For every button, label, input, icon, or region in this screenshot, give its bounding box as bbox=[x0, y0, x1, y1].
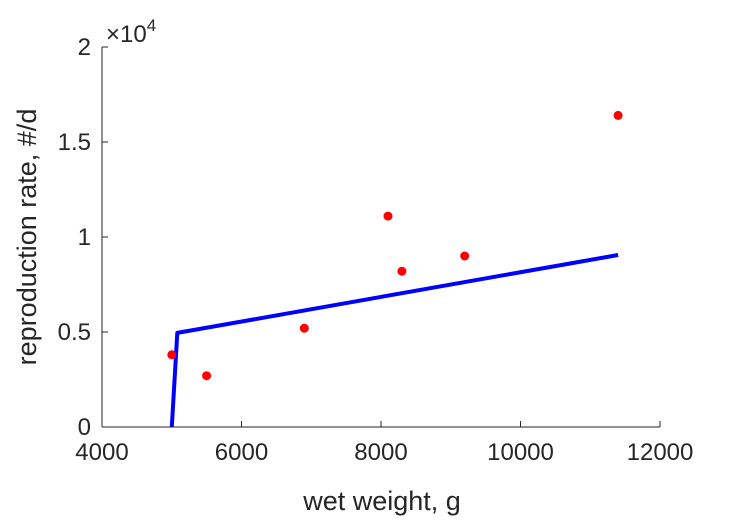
y-ticks: 0 0.5 1 1.5 2 bbox=[58, 34, 108, 441]
fit-line bbox=[169, 253, 619, 428]
x-tick-label: 4000 bbox=[75, 439, 128, 466]
data-point bbox=[383, 211, 393, 221]
plot-points bbox=[167, 110, 623, 381]
y-tick-label: 0 bbox=[78, 414, 91, 441]
y-tick-label: 2 bbox=[78, 34, 91, 61]
x-tick-label: 8000 bbox=[354, 439, 407, 466]
plot-lines bbox=[169, 253, 619, 428]
data-point bbox=[397, 266, 407, 276]
data-point bbox=[613, 110, 623, 120]
y-tick-label: 1.5 bbox=[58, 129, 91, 156]
y-axis-exponent: ×104 bbox=[106, 16, 156, 48]
data-point bbox=[167, 350, 177, 360]
x-axis-label: wet weight, g bbox=[302, 486, 461, 516]
data-point bbox=[460, 251, 470, 261]
x-tick-label: 10000 bbox=[487, 439, 554, 466]
data-point bbox=[299, 323, 309, 333]
y-exponent-power: 4 bbox=[147, 16, 156, 35]
x-ticks: 4000 6000 8000 10000 12000 bbox=[75, 421, 693, 466]
y-tick-label: 1 bbox=[78, 224, 91, 251]
x-tick-label: 6000 bbox=[215, 439, 268, 466]
data-point bbox=[202, 371, 212, 381]
x-tick-label: 12000 bbox=[627, 439, 694, 466]
y-tick-label: 0.5 bbox=[58, 319, 91, 346]
y-exponent-base: ×10 bbox=[106, 21, 147, 48]
y-axis-label: reproduction rate, #/d bbox=[12, 109, 42, 366]
